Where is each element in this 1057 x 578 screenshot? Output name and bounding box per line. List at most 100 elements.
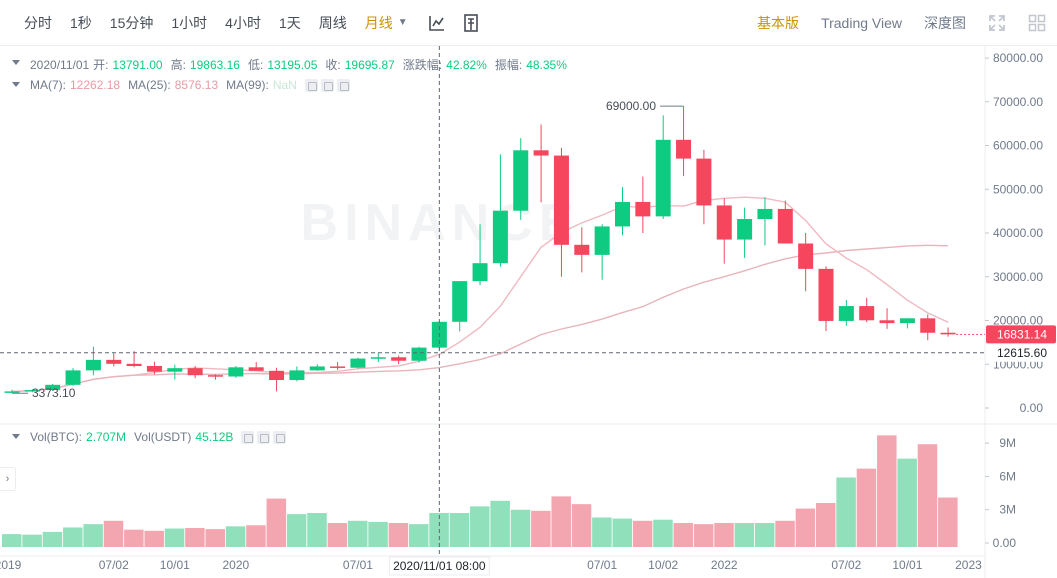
volume-bar [510,509,531,547]
timeframe-1h[interactable]: 1小时 [171,14,208,31]
ma25-label: MA(25): [128,78,171,92]
candle-body [920,318,936,333]
collapse-caret-icon[interactable] [12,60,20,65]
time-tick-label: 2019 [0,558,22,572]
volume-bar [490,500,510,547]
volume-bar [449,513,470,547]
collapse-caret-icon[interactable] [12,82,20,87]
volume-bar [795,508,816,547]
view-basic[interactable]: 基本版 [757,15,800,31]
candle-body [167,368,183,372]
candle-body [655,139,671,217]
chart-settings-icon[interactable] [454,0,488,46]
close-icon[interactable] [336,78,350,92]
candle-body [798,243,814,269]
timeframe-dropdown-caret-icon[interactable]: ▼ [397,17,408,28]
candle-body [737,219,753,240]
volume-bar [2,534,22,547]
layout-grid-icon[interactable] [1017,0,1057,46]
candle-body [615,201,630,227]
last-price-label: 16831.14 [997,327,1047,341]
volume-tick-label: 6M [999,469,1016,483]
crosshair-price-box [986,343,1056,362]
volume-bar [897,458,917,547]
ohlc-legend: 2020/11/01 开: 13791.00 高: 19863.16 低: 13195… [12,56,575,73]
volume-bar [327,523,348,547]
watermark: BINANCE [301,194,580,252]
ma99-label: MA(99): [226,78,269,92]
amplitude-label: 振幅: [494,58,523,72]
view-depth[interactable]: 深度图 [924,15,966,31]
close-icon[interactable] [273,430,287,444]
timeframe-time-sharing[interactable]: 分时 [24,14,52,31]
volume-bar [938,497,958,547]
vol-btc-value: 2.707M [86,430,127,444]
price-tick-label: 70000.00 [993,95,1043,109]
crosshair-price-label: 12615.60 [997,346,1047,360]
candle-body [4,391,20,393]
candle-body [391,357,407,361]
candle-body [635,201,651,217]
candle-body [757,208,773,219]
min-annotation-label: 3373.10 [32,386,76,400]
volume-bar [714,523,734,547]
time-tick-label: 07/02 [831,558,861,572]
volume-bar [22,534,42,547]
volume-bar [531,510,551,547]
candle-body [45,384,61,391]
candle-body [452,281,468,322]
low-value: 13195.05 [267,57,318,72]
candle-body [330,366,346,368]
crosshair-date-label: 2020/11/01 08:00 [393,559,486,573]
ma-legend: MA(7): 12262.18 MA(25): 8576.13 MA(99): NaN [12,78,353,92]
volume-bar [470,506,490,547]
eye-icon[interactable] [241,430,255,444]
amplitude-value: 48.35% [526,57,567,72]
low-label: 低: [247,58,264,72]
view-tradingview[interactable]: Trading View [821,15,902,31]
candle-body [187,368,203,376]
timeframe-1s[interactable]: 1秒 [70,14,92,31]
candle-body [24,390,40,392]
fullscreen-icon[interactable] [977,0,1017,46]
indicator-icon[interactable] [420,0,454,46]
candle-body [126,363,142,366]
volume-bar [734,523,755,547]
last-price-box [986,325,1056,344]
volume-bar [775,520,795,547]
volume-bar [571,504,592,547]
price-tick-label: 50000.00 [993,182,1043,196]
volume-bar [877,435,897,547]
collapse-caret-icon[interactable] [12,434,20,439]
vol-usdt-value: 45.12B [195,430,234,444]
timeframe-4h[interactable]: 4小时 [225,14,261,31]
timeframe-15m[interactable]: 15分钟 [109,14,154,31]
price-tick-label: 80000.00 [993,51,1043,65]
timeframe-1w[interactable]: 周线 [318,14,347,31]
expand-panel-chevron-icon[interactable]: › [0,467,16,491]
crosshair-date-box [388,556,490,576]
candle-body [838,306,854,321]
candle-body [370,357,386,359]
settings-icon[interactable] [257,430,271,444]
volume-legend: Vol(BTC): 2.707M Vol(USDT) 45.12B [12,430,289,444]
close-value: 19695.87 [344,57,395,72]
volume-bar [185,528,205,547]
volume-bar [246,525,266,547]
eye-icon[interactable] [304,78,318,92]
settings-icon[interactable] [320,78,334,92]
timeframe-1d[interactable]: 1天 [278,14,301,31]
volume-bar [286,514,307,547]
candle-body [899,318,915,324]
candle-body [411,347,427,361]
volume-bar [266,498,287,547]
volume-bar [144,530,164,547]
volume-bar [409,524,429,547]
time-tick-label: 2022 [711,558,738,572]
candle-body [472,263,488,282]
timeframe-1m[interactable]: 月线 [364,14,393,31]
vol-usdt-label: Vol(USDT) [134,430,192,444]
price-tick-label: 40000.00 [993,226,1043,240]
candle-body [553,155,569,245]
